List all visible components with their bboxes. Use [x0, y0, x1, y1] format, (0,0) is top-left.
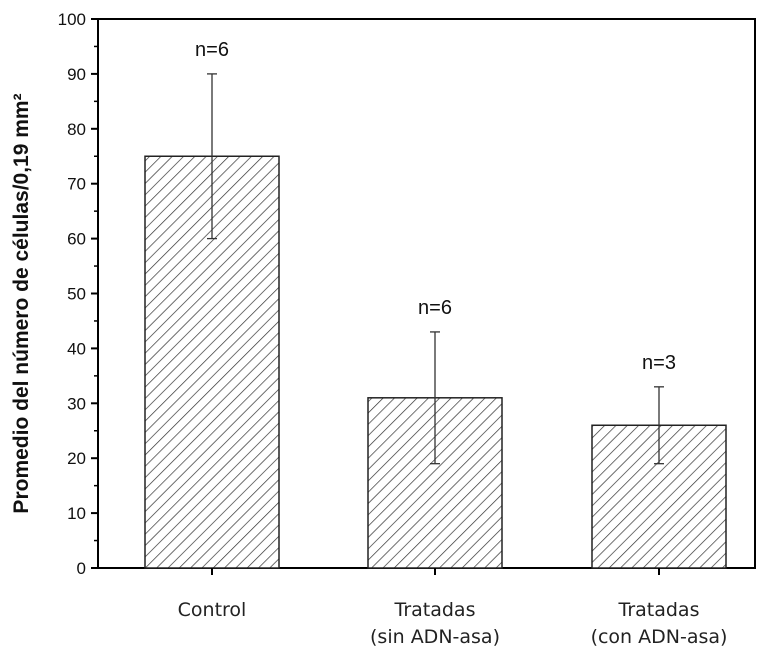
y-tick-label: 100: [58, 10, 86, 29]
x-category-label: Tratadas: [618, 599, 700, 621]
y-tick-label: 30: [67, 394, 86, 413]
n-annotation: n=3: [642, 352, 676, 374]
x-category-label: (con ADN-asa): [591, 626, 728, 648]
x-category-label: Control: [178, 599, 247, 621]
y-tick-label: 50: [67, 285, 86, 304]
y-tick-label: 40: [67, 339, 86, 358]
n-annotation: n=6: [418, 297, 452, 319]
y-tick-label: 20: [67, 449, 86, 468]
y-axis-label: Promedio del número de células/0,19 mm²: [10, 93, 33, 513]
y-tick-label: 0: [77, 559, 86, 578]
y-tick-label: 10: [67, 504, 86, 523]
x-category-label: Tratadas: [394, 599, 476, 621]
n-annotation: n=6: [195, 39, 229, 61]
y-tick-label: 70: [67, 175, 86, 194]
plot-area: 0 10 20 30 40 50 60 70 80 90 100 n=6 Control n=6 Trata…: [10, 10, 756, 648]
y-tick-label: 80: [67, 120, 86, 139]
y-tick-label: 60: [67, 230, 86, 249]
y-tick-label: 90: [67, 65, 86, 84]
x-category-label: (sin ADN-asa): [370, 626, 500, 648]
